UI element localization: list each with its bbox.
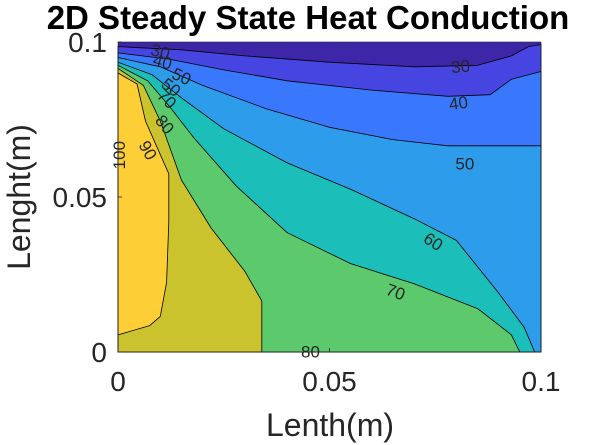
x-tick-label: 0.05 bbox=[302, 366, 357, 397]
y-tick-label: 0.05 bbox=[53, 182, 108, 213]
y-tick-label: 0 bbox=[91, 337, 107, 368]
x-axis-ticks: 0 0.05 0.1 bbox=[110, 348, 560, 397]
y-axis-label: Lenght(m) bbox=[1, 124, 37, 270]
contour-label-40: 40 bbox=[151, 51, 174, 74]
x-tick-label: 0.1 bbox=[522, 366, 561, 397]
contour-label-50: 50 bbox=[455, 154, 474, 173]
y-axis-ticks: 0 0.05 0.1 bbox=[53, 27, 122, 368]
contour-label-30: 30 bbox=[450, 57, 471, 78]
contour-label-80: 80 bbox=[301, 343, 320, 362]
x-tick-label: 0 bbox=[110, 366, 126, 397]
x-axis-label: Lenth(m) bbox=[266, 407, 394, 443]
contour-label-30: 30 bbox=[149, 40, 172, 63]
contour-band-90 bbox=[117, 72, 170, 336]
contour-label-40: 40 bbox=[448, 93, 469, 114]
contour-label-100: 100 bbox=[110, 141, 129, 169]
y-tick-label: 0.1 bbox=[68, 27, 107, 58]
contour-bands bbox=[117, 42, 542, 353]
chart-title: 2D Steady State Heat Conduction bbox=[47, 0, 570, 36]
